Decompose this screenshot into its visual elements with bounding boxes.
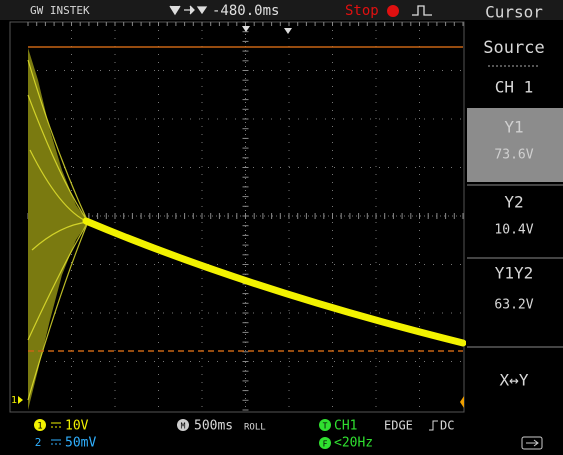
dc-icon (51, 439, 61, 445)
trigger-badge (319, 419, 331, 431)
top-bar (0, 0, 563, 20)
ch2-scale: 50mV (65, 436, 96, 451)
usb-icon (521, 436, 543, 450)
trigger-icon: T (323, 422, 328, 431)
trigger-slope-icon (412, 5, 432, 16)
menu-label[interactable]: X↔Y (500, 371, 529, 390)
acq-mode: ROLL (244, 423, 266, 433)
waveform-strands (27, 59, 89, 401)
brand: GW INSTEK (30, 4, 90, 17)
menu-label[interactable]: Y1Y2 (495, 264, 534, 283)
timebase-icon: M (181, 422, 186, 431)
ground-marker: 1 (11, 395, 17, 406)
timebase: 500ms (194, 419, 233, 434)
filter-icon: F (323, 440, 328, 449)
ground-arrow (18, 396, 23, 404)
ch1-scale: 10V (65, 419, 89, 434)
menu-label[interactable]: Y1 (504, 118, 523, 137)
waveform-trace (82, 217, 467, 347)
trigger-level-marker (460, 396, 464, 408)
delay: -480.0ms (212, 3, 279, 19)
menu-value[interactable]: 10.4V (494, 223, 533, 238)
menu-value[interactable]: CH 1 (495, 78, 534, 97)
trigger-source: CH1 (334, 419, 357, 434)
filter: <20Hz (334, 436, 373, 451)
filter-badge (319, 437, 331, 449)
ch2-number: 2 (35, 436, 42, 449)
delay-icon (169, 5, 208, 16)
trigger-type: EDGE (384, 419, 413, 433)
run-status: Stop (345, 3, 379, 19)
menu-label[interactable]: Y2 (504, 193, 523, 212)
menu-label[interactable]: Source (483, 38, 544, 58)
dc-icon (51, 422, 61, 428)
menu-value[interactable]: 63.2V (494, 298, 533, 313)
coupling: DC (440, 419, 454, 433)
bottom-bar (0, 413, 563, 455)
menu-value[interactable]: 73.6V (494, 148, 533, 163)
timebase-badge (177, 419, 189, 431)
coupling-icon (429, 420, 438, 431)
ch1-number: 1 (37, 422, 42, 432)
ch1-badge (34, 419, 46, 431)
usb-arrow (526, 439, 539, 447)
menu-title: Cursor (485, 3, 543, 22)
menu-highlight[interactable] (467, 108, 563, 182)
waveform-envelope (28, 48, 88, 410)
graticule (27, 21, 464, 411)
status-dot (387, 5, 399, 17)
trigger-markers (242, 26, 292, 34)
